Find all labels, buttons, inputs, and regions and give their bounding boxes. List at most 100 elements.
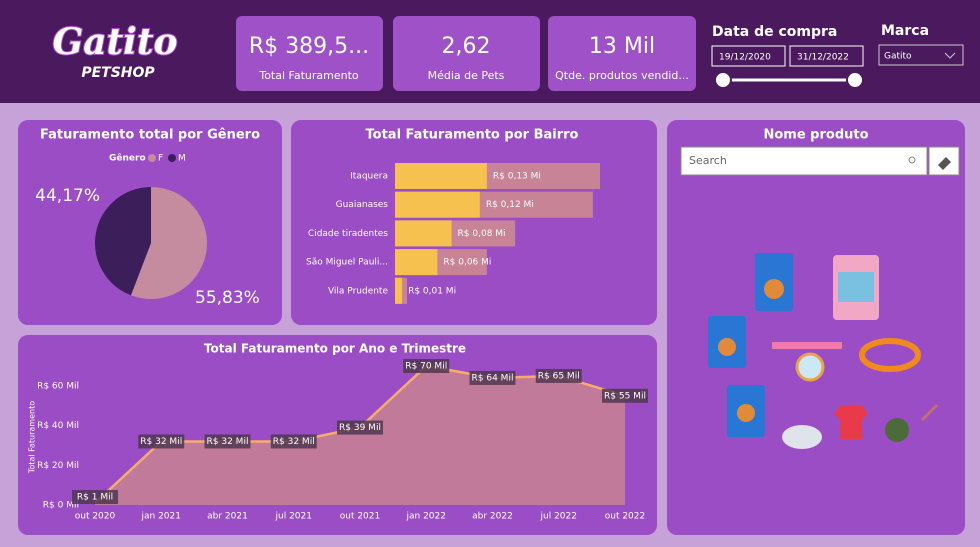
x-tick-label: out 2020 [75,512,116,522]
product-icon [920,403,939,422]
y-tick-label: R$ 20 Mil [37,461,79,471]
y-tick-label: R$ 0 Mil [43,501,79,511]
legend-swatch [168,154,176,162]
logo-tagline: PETSHOP [81,65,155,81]
slider-handle[interactable] [846,71,864,89]
chart-title: Total Faturamento por Bairro [366,128,579,143]
data-label: R$ 0,13 Mi [493,172,541,182]
x-tick-label: abr 2021 [207,512,248,522]
card-label: Total Faturamento [258,69,359,82]
data-label: R$ 1 Mil [77,493,113,503]
product-icon [795,352,825,382]
x-tick-label: jul 2022 [540,512,577,522]
y-tick-label: Guaianases [336,200,389,210]
bar [395,220,452,247]
dropdown-value: Gatito [884,52,912,62]
data-label: R$ 39 Mil [339,423,381,433]
date-start: 19/12/2020 [719,53,771,63]
date-end: 31/12/2022 [797,53,849,63]
data-label-bg [72,490,118,505]
x-tick-label: out 2022 [605,512,646,522]
data-label-bg [602,388,648,403]
x-tick-label: out 2021 [340,512,381,522]
data-label: R$ 32 Mil [207,437,249,447]
search-placeholder: Search [689,154,727,167]
legend-title: Gênero [109,153,146,164]
area [95,366,625,505]
data-label: R$ 32 Mil [273,437,315,447]
data-label-bg [403,359,450,373]
product-icon [838,272,874,302]
legend-label: M [178,154,186,164]
slicer-title: Marca [881,23,929,39]
data-label-bg [469,370,516,385]
slicer-title: Data de compra [712,24,837,40]
search-icon [908,156,916,164]
card-value: 2,62 [442,34,491,59]
product-icon [782,425,822,449]
product-icon [885,418,909,442]
slider-handle[interactable] [714,71,732,89]
data-label: R$ 0,12 Mi [486,200,534,210]
y-tick-label: Vila Prudente [328,286,388,296]
x-tick-label: abr 2022 [472,512,513,522]
data-label: 55,83% [195,288,260,308]
x-tick-label: jan 2022 [406,512,447,522]
bar [395,163,487,189]
chart-title: Faturamento total por Gênero [40,128,260,143]
y-tick-label: Itaquera [350,172,388,182]
y-tick-label: R$ 40 Mil [37,421,79,431]
y-axis-label: Total Faturamento [28,401,37,474]
product-icon [772,342,842,349]
card-label: Qtde. produtos vendid... [555,69,689,82]
bar [395,249,438,276]
legend-swatch [148,154,156,162]
data-label: R$ 0,06 Mi [443,258,491,268]
search-box[interactable] [680,146,928,176]
y-tick-label: Cidade tiradentes [308,229,388,239]
dropdown[interactable] [878,44,964,66]
data-label: R$ 32 Mil [140,437,182,447]
data-label: R$ 65 Mil [538,371,580,381]
panel-title: Nome produto [763,128,868,143]
date-input[interactable] [789,45,864,67]
card: 2,62 Média de Pets [393,16,540,91]
data-label-bg [270,434,317,449]
data-label-bg [204,434,251,449]
card-value: 13 Mil [589,34,655,59]
product-icon [718,338,736,356]
data-label-bg [337,420,383,435]
product-icon [859,338,921,372]
date-input[interactable] [711,45,786,67]
data-label-bg [535,368,582,383]
card: R$ 389,5... Total Faturamento [236,16,383,91]
pie-slice [95,187,151,296]
dropdown-arrow [944,52,956,59]
eraser-icon [938,157,951,170]
data-label: R$ 0,08 Mi [458,229,506,239]
logo-name: Gatito [52,21,177,63]
y-tick-label: R$ 60 Mil [37,381,79,391]
card-bg [393,16,540,91]
pie-slice [130,187,208,299]
bar [395,277,403,304]
x-tick-label: jan 2021 [141,512,182,522]
product-icon [737,404,755,422]
card-value: R$ 389,5... [249,34,369,59]
card-label: Média de Pets [428,69,505,82]
product-icons [708,253,939,449]
legend-label: F [158,154,163,164]
data-label-bg [138,434,185,449]
bar [395,191,480,218]
card: 13 Mil Qtde. produtos vendid... [548,16,696,91]
card-bg [236,16,383,91]
data-label: 44,17% [35,186,100,206]
data-label: R$ 70 Mil [405,362,447,372]
product-icon [834,405,868,439]
card-bg [548,16,696,91]
data-label: R$ 55 Mil [604,391,646,401]
data-label: R$ 64 Mil [472,373,514,383]
data-label: R$ 0,01 Mi [408,286,456,296]
